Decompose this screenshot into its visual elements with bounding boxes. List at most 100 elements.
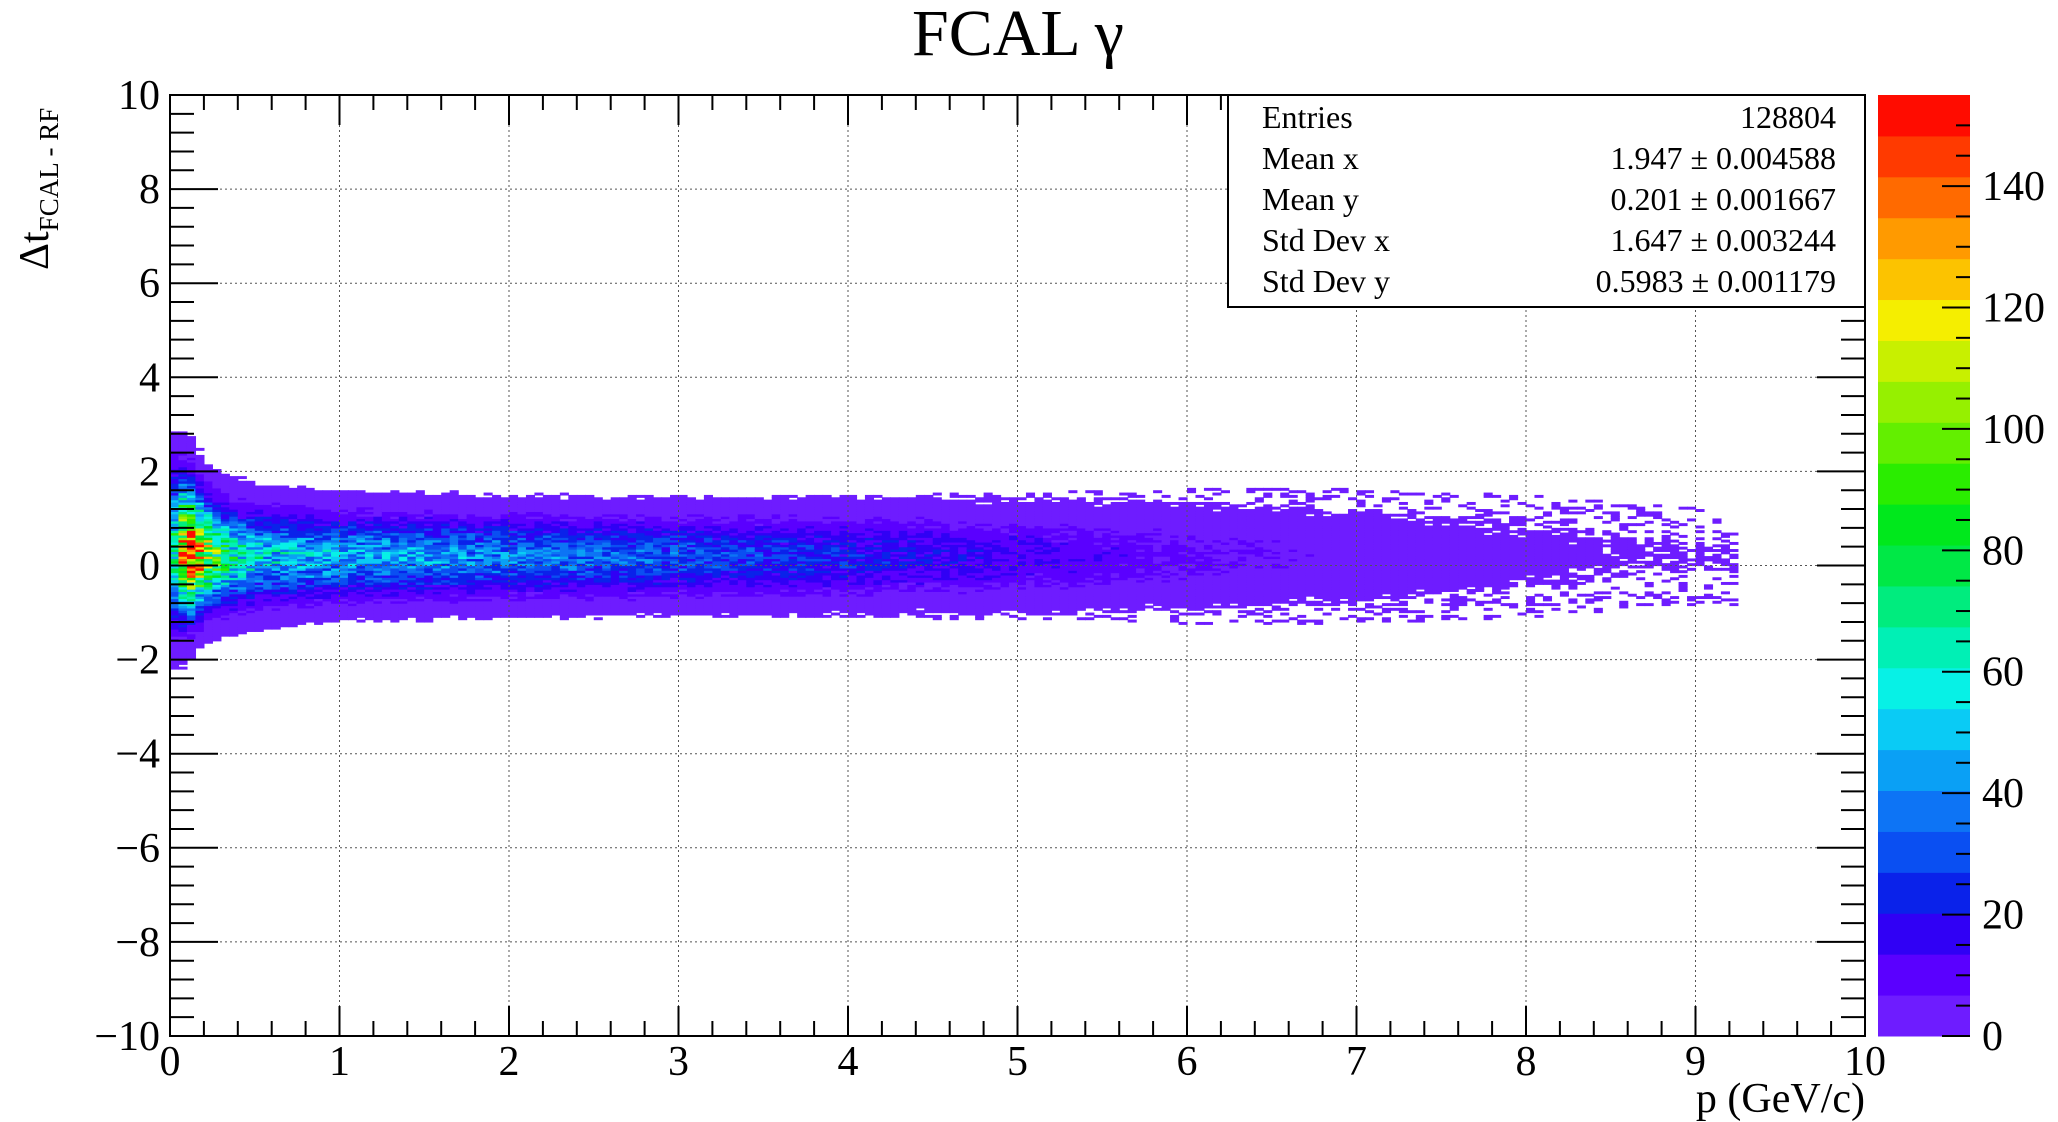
heatmap-cell [305,619,315,623]
heatmap-cell [839,532,849,536]
heatmap-cell [237,558,247,562]
heatmap-cell [542,558,552,562]
heatmap-cell [746,497,756,501]
heatmap-cell [170,650,180,654]
heatmap-cell [881,596,891,600]
heatmap-cell [449,520,459,524]
heatmap-cell [814,596,824,600]
heatmap-cell [619,541,629,545]
heatmap-cell [890,501,900,505]
heatmap-cell [170,565,180,569]
heatmap-cell [170,504,180,508]
heatmap-cell [347,572,358,576]
heatmap-cell [661,600,671,604]
heatmap-cell [831,518,841,522]
heatmap-cell [254,499,264,503]
heatmap-cell [449,558,459,562]
heatmap-cell [678,579,688,583]
heatmap-cell [203,537,213,541]
heatmap-cell [220,600,230,604]
heatmap-cell [288,621,298,625]
heatmap-cell [212,560,222,564]
heatmap-cell [186,640,197,644]
heatmap-cell [246,612,256,616]
heatmap-cell [898,565,908,569]
heatmap-cell [263,549,273,552]
heatmap-cell [585,567,595,571]
heatmap-cell [814,577,824,581]
heatmap-cell [593,572,603,576]
heatmap-cell [771,589,781,592]
heatmap-cell [805,549,815,552]
heatmap-cell [407,614,417,618]
heatmap-cell [585,511,595,515]
heatmap-cell [254,501,264,505]
heatmap-cell [695,574,705,578]
heatmap-cell [220,487,230,491]
heatmap-cell [712,511,722,515]
heatmap-cell [288,509,298,512]
heatmap-cell [229,485,239,489]
heatmap-cell [805,553,815,557]
heatmap-cell [297,520,307,524]
heatmap-cell [331,574,341,578]
heatmap-cell [585,539,595,543]
heatmap-cell [339,586,349,590]
heatmap-cell [458,546,468,550]
heatmap-cell [542,614,552,618]
heatmap-cell [754,593,764,597]
heatmap-cell [890,589,900,592]
heatmap-cell [415,516,425,520]
heatmap-cell [839,520,849,524]
heatmap-cell [229,497,239,501]
heatmap-cell [271,589,281,592]
heatmap-cell [585,565,595,569]
heatmap-cell [398,509,408,512]
heatmap-cell [839,556,849,560]
heatmap-cell [288,624,298,628]
heatmap-cell [356,603,366,607]
heatmap-cell [627,523,637,527]
heatmap-cell [780,523,790,527]
heatmap-cell [186,527,197,531]
heatmap-cell [509,581,519,585]
heatmap-cell [212,523,222,527]
heatmap-cell [686,570,697,574]
heatmap-cell [509,589,519,592]
heatmap-cell [339,532,349,536]
heatmap-cell [254,539,264,543]
heatmap-cell [856,516,866,520]
heatmap-cell [881,598,891,602]
heatmap-cell [805,501,815,505]
heatmap-cell [703,610,713,614]
heatmap-cell [288,520,298,524]
heatmap-cell [703,600,713,604]
heatmap-cell [890,525,900,529]
heatmap-cell [525,497,536,501]
heatmap-cell [720,532,730,536]
heatmap-cell [178,541,188,545]
heatmap-cell [551,530,561,534]
heatmap-cell [178,532,188,536]
heatmap-cell [424,551,434,555]
heatmap-cell [331,511,341,515]
heatmap-cell [517,537,527,541]
heatmap-cell [280,553,290,557]
heatmap-cell [763,530,773,534]
heatmap-cell [610,598,620,602]
heatmap-cell [339,598,349,602]
heatmap-cell [229,532,239,536]
heatmap-cell [314,509,324,512]
heatmap-cell [822,494,832,498]
heatmap-cell [170,492,180,496]
heatmap-cell [661,501,671,505]
heatmap-cell [746,549,756,552]
heatmap-cell [356,523,366,527]
heatmap-cell [424,591,434,595]
heatmap-cell [178,640,188,644]
heatmap-cell [576,553,586,557]
heatmap-cell [322,556,332,560]
heatmap-cell [424,617,434,621]
heatmap-cell [661,603,671,607]
heatmap-cell [542,596,552,600]
